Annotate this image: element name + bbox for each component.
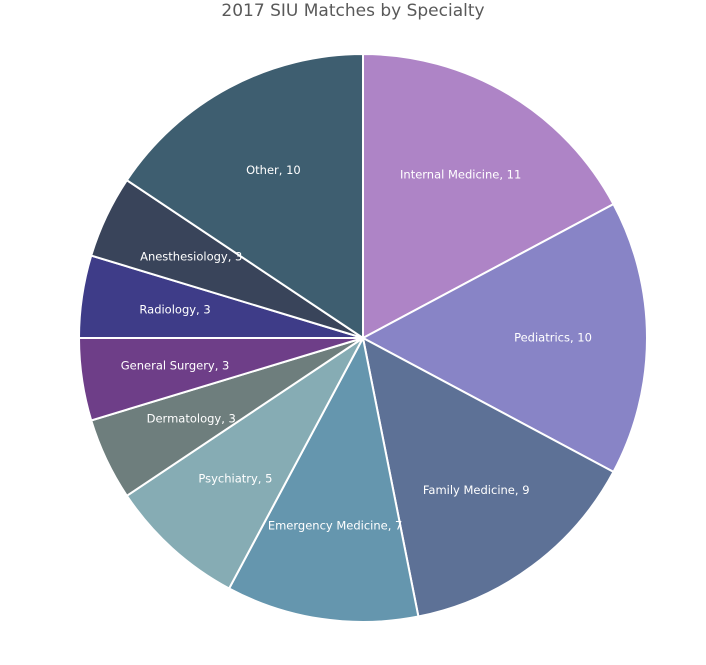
pie-slice-psychiatry: [125, 337, 364, 590]
chart-title: 2017 SIU Matches by Specialty: [221, 1, 485, 21]
data-label-other: Other, 10: [246, 163, 301, 177]
data-label-radiology: Radiology, 3: [139, 303, 210, 317]
data-label-family-medicine: Family Medicine, 9: [423, 483, 530, 497]
pie-labels: Internal Medicine, 11 Pediatrics, 10 Famil…: [121, 163, 592, 533]
data-label-emergency-medicine: Emergency Medicine, 7: [268, 518, 403, 532]
data-label-psychiatry: Psychiatry, 5: [198, 471, 272, 485]
data-label-dermatology: Dermatology, 3: [147, 412, 236, 426]
data-label-internal-medicine: Internal Medicine, 11: [400, 168, 521, 182]
pie-slices: [77, 52, 649, 623]
data-label-general-surgery: General Surgery, 3: [121, 358, 230, 372]
pie-slice-pediatrics: [360, 202, 649, 474]
pie-slice-other: [125, 52, 364, 340]
pie-slice-emergency-medicine: [227, 335, 420, 623]
pie-slice-family-medicine: [361, 336, 615, 618]
data-label-anesthesiology: Anesthesiology, 3: [140, 249, 242, 263]
data-label-pediatrics: Pediatrics, 10: [514, 331, 592, 345]
pie-slice-internal-medicine: [362, 52, 615, 340]
